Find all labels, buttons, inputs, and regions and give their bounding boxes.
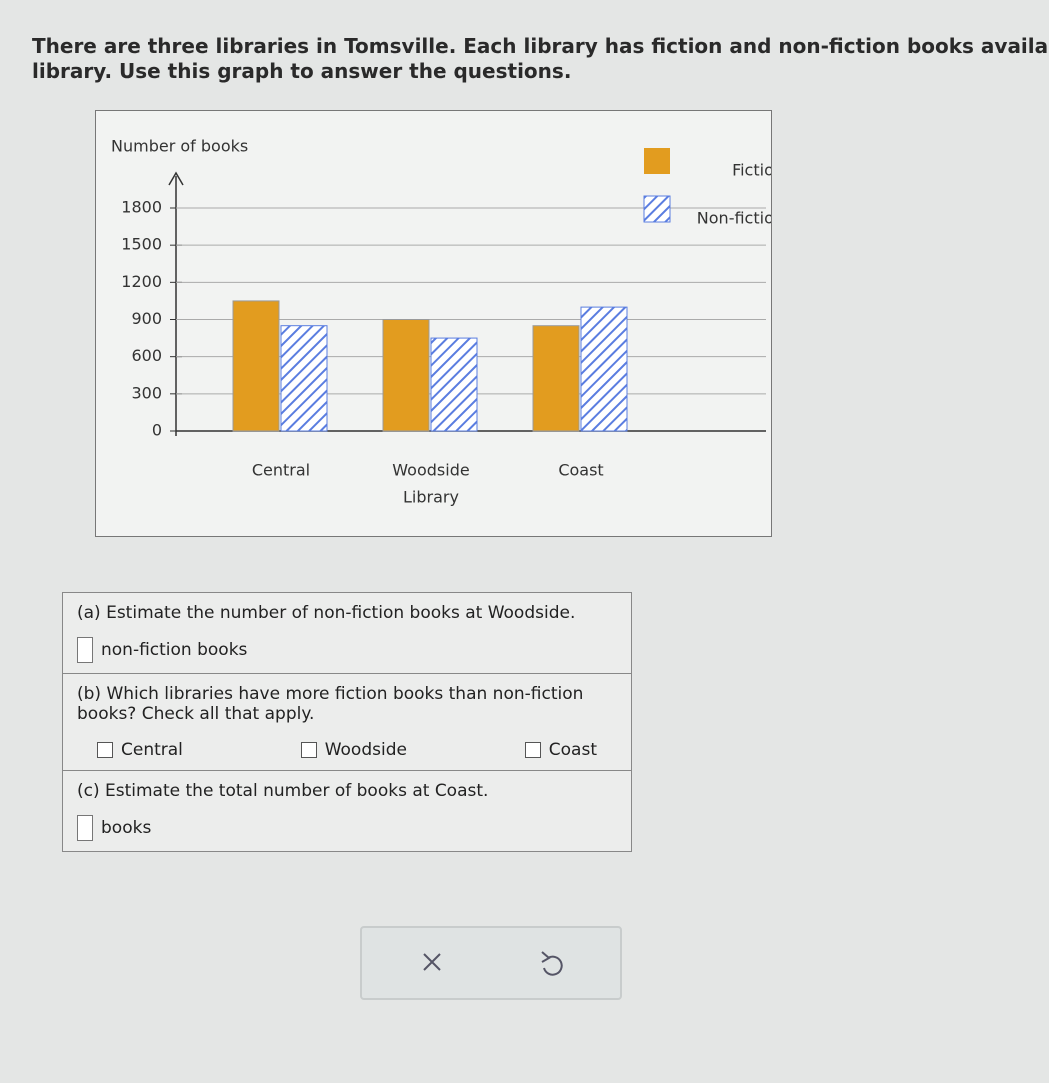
answer-input[interactable] bbox=[77, 637, 93, 663]
answer-row: books bbox=[77, 815, 617, 841]
bar bbox=[280, 325, 328, 432]
x-tick-label: Woodside bbox=[392, 461, 469, 480]
y-axis-arrow bbox=[168, 171, 184, 186]
question-prompt: (b) Which libraries have more fiction bo… bbox=[77, 684, 584, 724]
y-tick-label: 600 bbox=[131, 346, 162, 365]
intro-line: library. Use this graph to answer the qu… bbox=[32, 59, 572, 83]
answer-input[interactable] bbox=[77, 815, 93, 841]
legend-label: Non-fiction bbox=[697, 209, 772, 228]
option-label: Coast bbox=[548, 740, 597, 760]
y-tick-label: 1500 bbox=[121, 235, 162, 254]
checkbox[interactable] bbox=[97, 742, 113, 758]
checkbox[interactable] bbox=[524, 742, 541, 758]
question: (a) Estimate the number of non-fiction b… bbox=[63, 593, 631, 674]
chart: Number of books Library 0 300 600 900 1200 15… bbox=[95, 110, 772, 537]
buttons bbox=[423, 951, 563, 976]
bar bbox=[382, 319, 430, 432]
y-tick-label: 300 bbox=[131, 383, 162, 402]
button-bar bbox=[360, 926, 622, 1000]
legend-label: Fiction bbox=[732, 161, 772, 180]
y-tick-label: 1800 bbox=[121, 198, 162, 217]
undo-button[interactable] bbox=[541, 951, 563, 976]
option-label: Central bbox=[121, 740, 183, 760]
option[interactable]: Woodside bbox=[300, 740, 407, 760]
answer-suffix: books bbox=[101, 818, 152, 838]
legend-swatch bbox=[644, 148, 670, 174]
x-tick-label: Central bbox=[252, 461, 310, 480]
bar bbox=[430, 337, 478, 432]
clear-button[interactable] bbox=[423, 953, 441, 971]
legend-swatch bbox=[643, 195, 671, 223]
question-prompt: (a) Estimate the number of non-fiction b… bbox=[77, 603, 576, 623]
y-tick-label: 1200 bbox=[121, 272, 162, 291]
bar bbox=[532, 325, 580, 432]
checkbox[interactable] bbox=[300, 742, 317, 758]
option[interactable]: Coast bbox=[524, 740, 597, 760]
bar bbox=[580, 306, 628, 432]
question: (c) Estimate the total number of books a… bbox=[63, 771, 631, 851]
question: (b) Which libraries have more fiction bo… bbox=[63, 674, 631, 771]
options: Central Woodside Coast bbox=[77, 740, 617, 760]
intro-line: There are three libraries in Tomsville. … bbox=[32, 34, 1049, 58]
option[interactable]: Central bbox=[97, 740, 183, 760]
answer-row: non-fiction books bbox=[77, 637, 617, 663]
y-axis-label: Number of books bbox=[111, 137, 248, 156]
intro: There are three libraries in Tomsville. … bbox=[32, 34, 1049, 84]
bar bbox=[232, 300, 280, 432]
x-axis-label: Library bbox=[403, 488, 459, 507]
y-tick-label: 0 bbox=[152, 421, 162, 440]
answer-suffix: non-fiction books bbox=[101, 640, 248, 660]
option-label: Woodside bbox=[324, 740, 407, 760]
questions: (a) Estimate the number of non-fiction b… bbox=[62, 592, 632, 852]
y-tick-label: 900 bbox=[131, 309, 162, 328]
x-tick-label: Coast bbox=[558, 461, 603, 480]
question-prompt: (c) Estimate the total number of books a… bbox=[77, 781, 489, 801]
